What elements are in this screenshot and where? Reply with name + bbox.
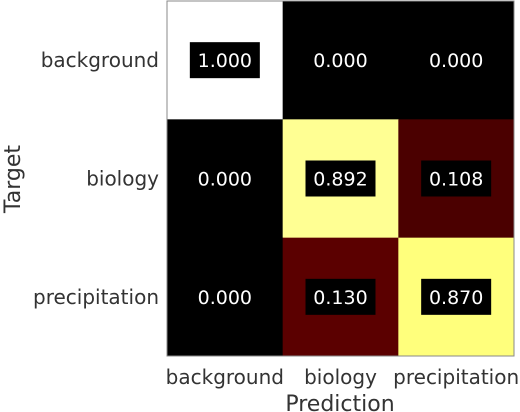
cell-value-label: 0.000	[429, 50, 483, 72]
y-tick-label: biology	[86, 167, 159, 191]
x-tick-label: biology	[304, 365, 377, 389]
cell-value-box	[305, 42, 376, 79]
cell-value-box	[305, 278, 376, 315]
cell-value-label: 0.108	[429, 169, 483, 191]
cell-value-box	[421, 160, 492, 197]
cell-value-label: 0.130	[313, 287, 367, 309]
cell-value-label: 0.000	[313, 50, 367, 72]
cell-value-box	[189, 160, 260, 197]
cell-value-label: 0.000	[198, 169, 252, 191]
cell-value-label: 0.870	[429, 287, 483, 309]
cell-value-box	[189, 42, 260, 79]
x-axis-label: Prediction	[285, 392, 394, 412]
cell-value-label: 0.000	[198, 287, 252, 309]
x-tick-label: background	[166, 365, 284, 389]
y-tick-label: precipitation	[33, 285, 159, 309]
cell-value-label: 1.000	[198, 50, 252, 72]
cell-value-box	[421, 278, 492, 315]
cell-value-box	[421, 42, 492, 79]
y-tick-labels: background biology precipitation	[33, 48, 159, 309]
cell-value-label: 0.892	[313, 169, 367, 191]
heatmap-cells: 1.000 0.000 0.000 0.000 0.892 0.108 0.000 0.130…	[167, 1, 515, 357]
plot-frame	[166, 0, 515, 357]
x-tick-labels: background biology precipitation	[166, 365, 519, 389]
x-tick-label: precipitation	[393, 365, 519, 389]
cell-value-box	[305, 160, 376, 197]
y-tick-label: background	[41, 48, 159, 72]
y-axis-label: Target	[1, 145, 26, 214]
cell-value-box	[189, 278, 260, 315]
